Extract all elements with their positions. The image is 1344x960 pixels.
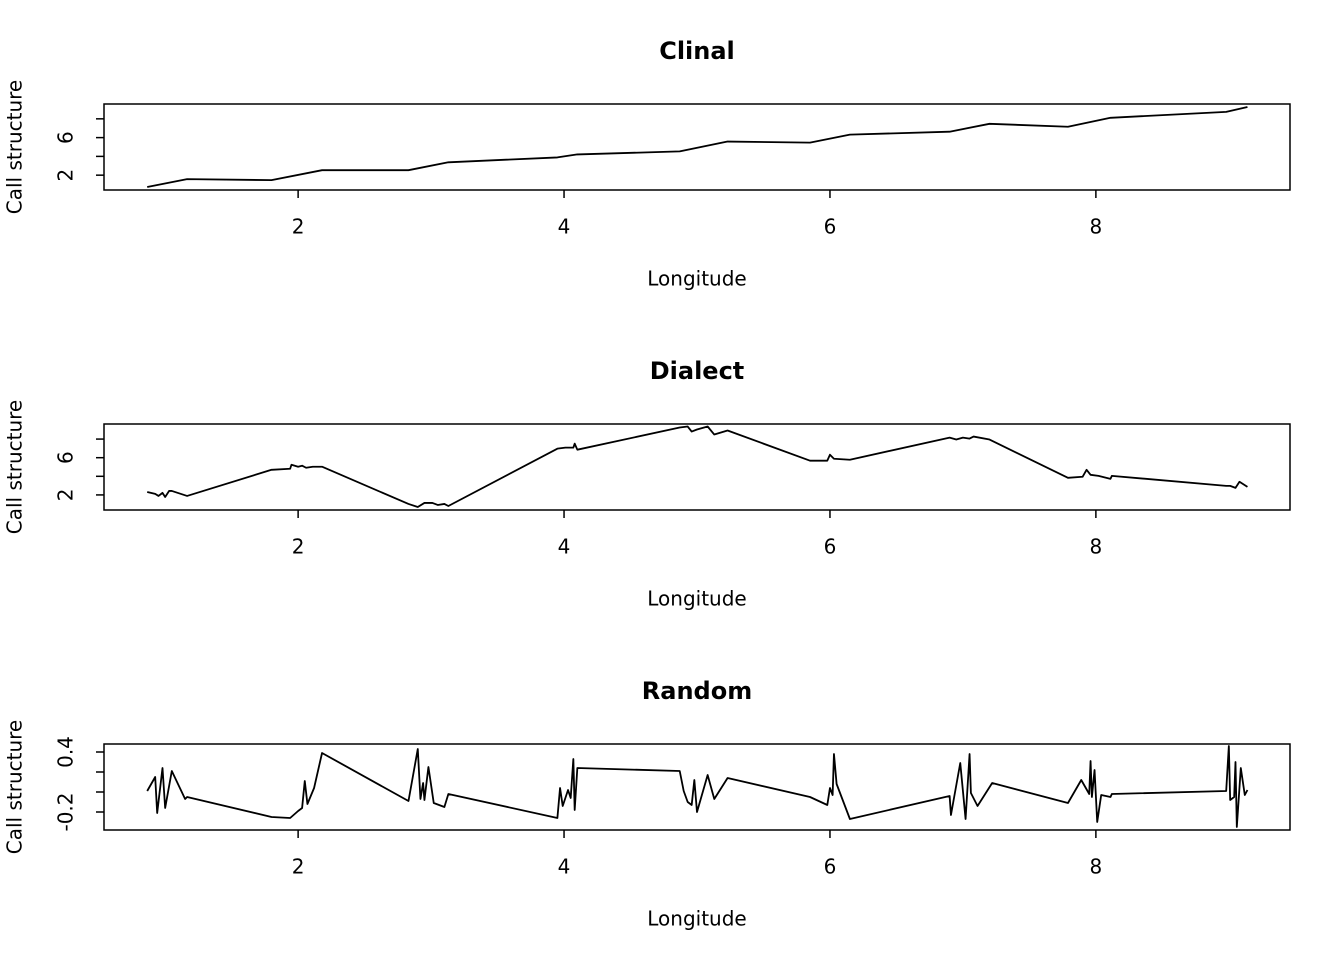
x-tick-label: 2	[292, 855, 305, 879]
y-axis-label: Call structure	[3, 720, 27, 854]
data-line	[146, 425, 1248, 508]
panel: Clinal Longitude Call structure 2 4 6 8 2 6	[3, 37, 1291, 291]
plot-frame	[103, 743, 1291, 831]
y-tick-label: 2	[54, 169, 78, 182]
x-tick-label: 6	[824, 215, 837, 239]
plot-frame	[103, 103, 1291, 191]
x-tick-label: 8	[1090, 535, 1103, 559]
panel-title: Clinal	[659, 37, 735, 65]
panel: Dialect Longitude Call structure 2 4 6 8 2 6	[3, 357, 1291, 611]
x-tick-label: 4	[558, 535, 571, 559]
x-axis-label: Longitude	[647, 587, 746, 611]
y-tick-label: 2	[54, 489, 78, 502]
x-axis-label: Longitude	[647, 267, 746, 291]
x-tick-label: 6	[824, 855, 837, 879]
x-tick-label: 2	[292, 215, 305, 239]
x-tick-label: 4	[558, 855, 571, 879]
y-axis-label: Call structure	[3, 400, 27, 534]
x-tick-label: 8	[1090, 855, 1103, 879]
data-line	[146, 745, 1249, 828]
x-tick-label: 2	[292, 535, 305, 559]
y-axis-label: Call structure	[3, 80, 27, 214]
y-tick-label: 6	[54, 131, 78, 144]
x-tick-label: 6	[824, 535, 837, 559]
plot-frame	[103, 423, 1291, 511]
panel-title: Random	[642, 677, 752, 705]
y-tick-label: -0.2	[54, 792, 78, 831]
y-tick-label: 6	[54, 451, 78, 464]
x-tick-label: 8	[1090, 215, 1103, 239]
y-tick-label: 0.4	[54, 736, 78, 768]
x-tick-label: 4	[558, 215, 571, 239]
panel: Random Longitude Call structure 2 4 6 8 -0.2 0.4	[3, 677, 1291, 931]
panel-title: Dialect	[650, 357, 745, 385]
data-line	[147, 106, 1248, 188]
x-axis-label: Longitude	[647, 907, 746, 931]
